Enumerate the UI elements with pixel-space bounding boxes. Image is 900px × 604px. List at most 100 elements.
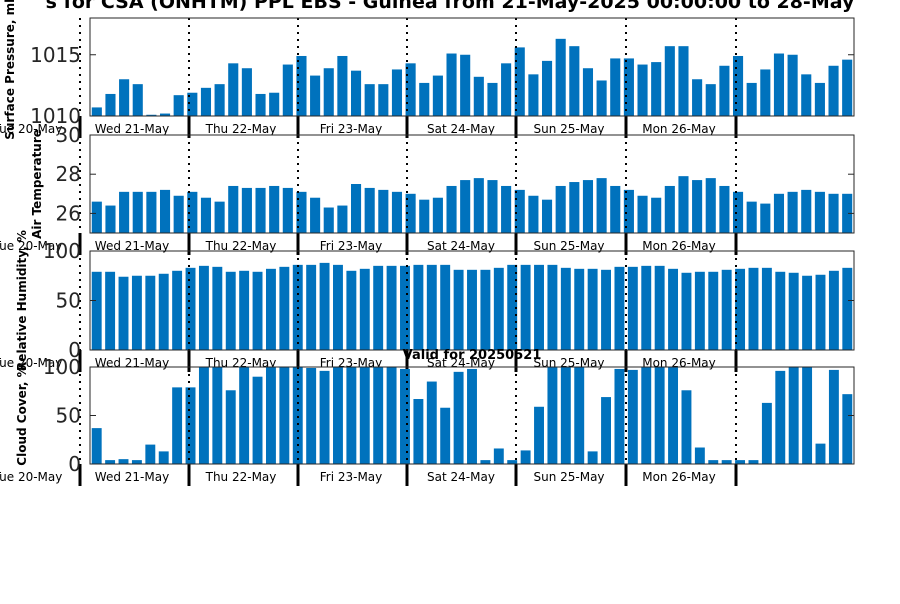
bar-p3-0 — [91, 271, 102, 350]
bar-p2-22 — [391, 191, 403, 233]
bar-p3-46 — [708, 271, 719, 350]
bar-p1-35 — [569, 46, 580, 116]
bar-p3-53 — [802, 275, 813, 350]
bar-p4-20 — [359, 367, 370, 464]
bar-p2-21 — [378, 189, 389, 233]
bar-p3-52 — [788, 272, 799, 350]
bar-p3-33 — [534, 264, 544, 350]
day-label-p2-0: Tue 20-May — [0, 239, 62, 253]
bar-p1-26 — [446, 53, 457, 116]
bar-p2-44 — [692, 180, 703, 233]
ytick-label-p2-2: 30 — [56, 123, 81, 147]
bar-p3-54 — [815, 274, 826, 350]
bar-p1-55 — [842, 59, 853, 116]
bar-p3-31 — [507, 264, 518, 350]
bar-p3-3 — [131, 275, 142, 350]
bar-p4-49 — [748, 460, 759, 464]
bar-p3-4 — [145, 275, 156, 350]
bar-p2-26 — [446, 185, 457, 233]
bar-p1-32 — [528, 74, 539, 116]
day-label-p3-0: Tue 20-May — [0, 356, 62, 370]
bar-p3-36 — [574, 268, 585, 350]
bar-p2-48 — [746, 201, 757, 233]
bar-p4-3 — [131, 460, 142, 464]
bar-p1-47 — [732, 55, 744, 116]
bar-p1-37 — [596, 80, 607, 116]
bar-p2-20 — [364, 187, 375, 233]
bar-p1-17 — [323, 68, 334, 116]
bar-p1-13 — [269, 92, 280, 116]
bar-p3-9 — [212, 266, 223, 350]
bar-p1-46 — [719, 65, 730, 116]
bar-p1-49 — [760, 69, 771, 116]
bar-p3-39 — [614, 266, 625, 350]
bar-p4-5 — [158, 451, 169, 464]
bar-p4-1 — [105, 460, 116, 464]
day-label-p2-1: Wed 21-May — [95, 239, 169, 253]
bar-p1-16 — [310, 75, 321, 116]
figure-title: s for CSA (ONHTM) PPL EBS - Guinea from … — [46, 0, 855, 13]
bar-p1-15 — [296, 55, 307, 116]
bar-p1-54 — [828, 65, 839, 116]
bar-p1-38 — [610, 58, 621, 116]
bar-p2-8 — [200, 197, 212, 233]
bar-p3-44 — [681, 272, 692, 350]
ytick-label-p3-1: 50 — [56, 289, 81, 313]
ytick-label-p1-1: 1015 — [30, 43, 81, 67]
bar-p1-27 — [460, 54, 471, 116]
bar-p3-47 — [721, 269, 732, 350]
ylabel-p4: Cloud Cover, % — [15, 365, 29, 465]
bar-p4-8 — [198, 367, 209, 464]
day-label-p1-2: Thu 22-May — [205, 122, 277, 136]
bar-p4-51 — [775, 370, 786, 464]
bar-p3-2 — [118, 276, 129, 350]
bar-p2-34 — [555, 185, 566, 233]
bar-p4-26 — [440, 407, 451, 464]
bar-p2-2 — [119, 191, 130, 233]
bar-p2-28 — [473, 178, 484, 233]
bar-p2-3 — [132, 191, 143, 233]
ytick-label-p3-2: 100 — [43, 239, 81, 263]
bar-p2-32 — [528, 195, 539, 233]
bar-p3-51 — [775, 271, 786, 350]
bar-p1-43 — [678, 46, 689, 116]
bar-p2-11 — [241, 187, 252, 233]
bar-p4-56 — [842, 394, 853, 464]
bar-p3-49 — [748, 267, 759, 350]
bar-p1-21 — [378, 84, 389, 116]
ytick-label-p2-1: 28 — [56, 162, 81, 186]
bar-p1-25 — [432, 75, 443, 116]
bar-p1-3 — [132, 84, 143, 116]
bar-p3-40 — [627, 266, 638, 350]
day-label-p1-5: Sun 25-May — [533, 122, 604, 136]
bar-p4-4 — [145, 444, 156, 464]
bar-p3-55 — [828, 270, 839, 350]
bar-p4-43 — [668, 367, 679, 464]
bar-p3-42 — [654, 265, 665, 350]
day-label-p2-2: Thu 22-May — [205, 239, 277, 253]
bar-p4-2 — [118, 459, 129, 464]
bar-p3-13 — [265, 268, 276, 350]
bar-p3-43 — [668, 268, 679, 350]
bar-p1-40 — [637, 64, 648, 116]
plot-frame-p1 — [89, 17, 855, 117]
bar-p2-55 — [842, 193, 853, 233]
bar-p1-50 — [773, 53, 785, 116]
plot-frame-p2 — [89, 134, 855, 234]
day-label-p4-6: Mon 26-May — [642, 470, 716, 484]
ylabel-p1: Surface Pressure, mb — [3, 0, 17, 140]
bar-p4-39 — [614, 368, 625, 464]
day-label-p4-2: Thu 22-May — [205, 470, 277, 484]
bar-p4-34 — [547, 367, 558, 464]
bar-p2-31 — [514, 189, 525, 233]
bar-p4-16 — [306, 367, 317, 464]
bar-p3-41 — [641, 265, 652, 350]
bar-p3-23 — [400, 265, 410, 350]
bar-p1-24 — [419, 82, 430, 116]
day-label-p2-5: Sun 25-May — [533, 239, 604, 253]
bar-p2-36 — [582, 180, 594, 233]
bar-p4-28 — [467, 368, 477, 464]
bar-p4-31 — [507, 460, 518, 464]
bar-p1-6 — [173, 95, 184, 116]
